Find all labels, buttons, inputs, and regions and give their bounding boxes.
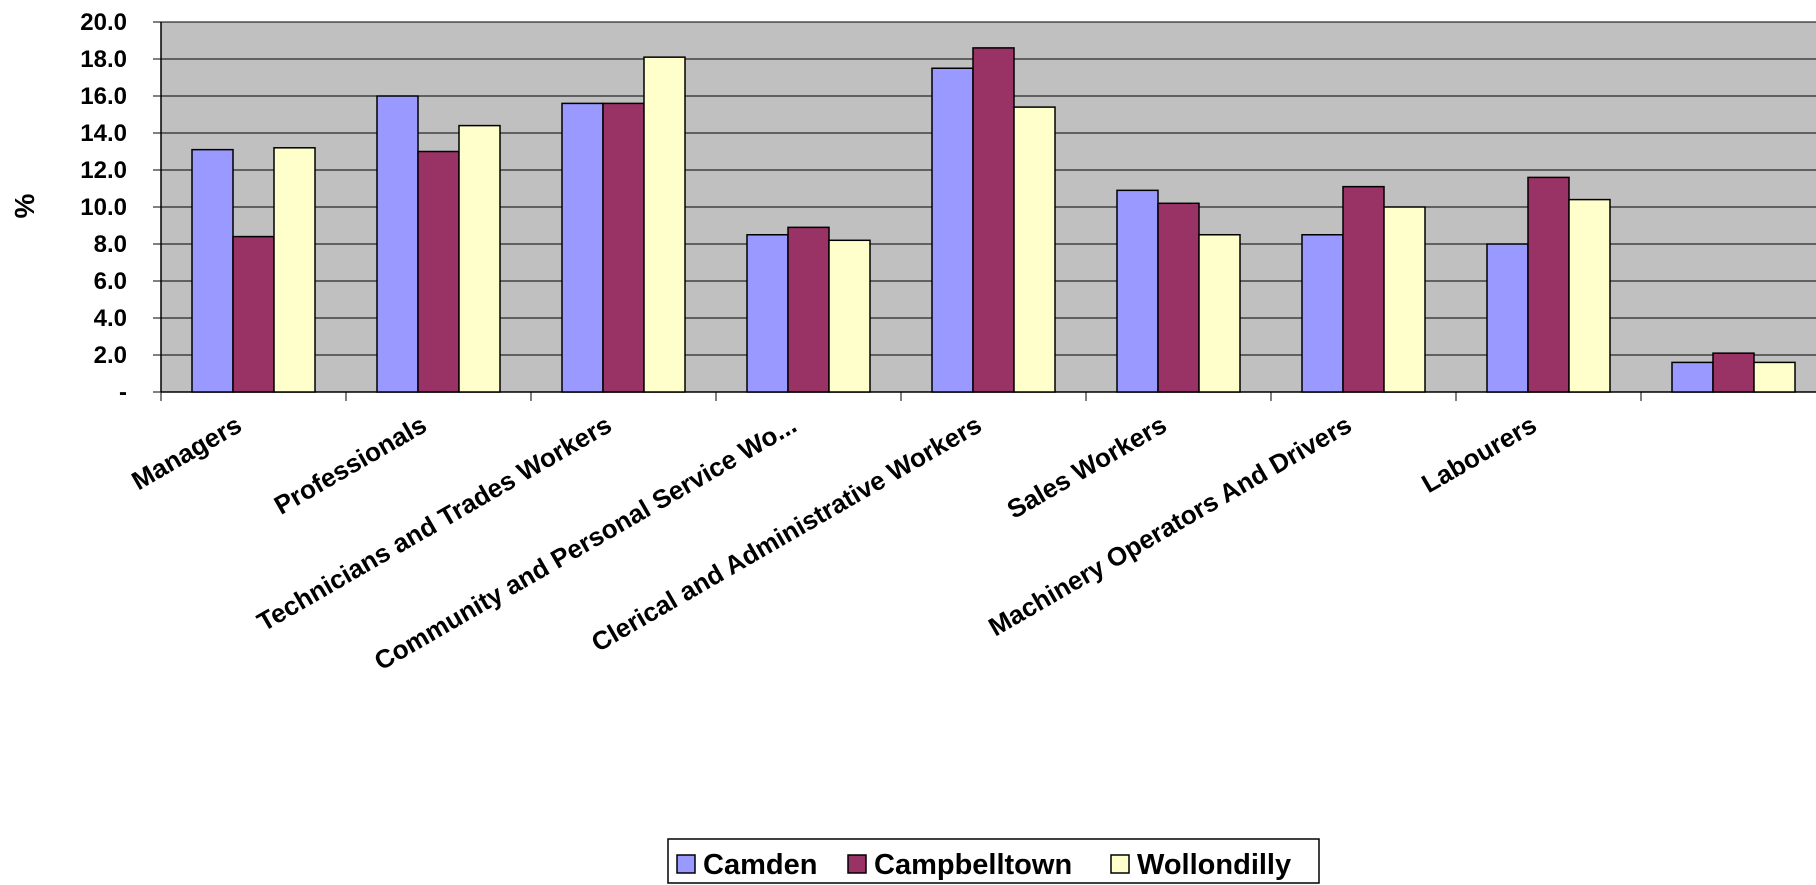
bar-wollondilly bbox=[273, 147, 316, 393]
y-tick-label: 8.0 bbox=[94, 231, 127, 258]
bar-wollondilly bbox=[828, 239, 871, 393]
bar-campbelltown bbox=[1157, 202, 1200, 393]
y-axis: - 2.0 4.0 6.0 8.0 10.0 12.0 14.0 16.0 18.0 20.0 bbox=[80, 9, 162, 406]
bar-wollondilly bbox=[1568, 198, 1611, 393]
bar-campbelltown bbox=[1342, 185, 1385, 393]
bar-campbelltown bbox=[232, 235, 275, 393]
y-tick-label: 16.0 bbox=[80, 83, 127, 110]
y-tick-label: 18.0 bbox=[80, 46, 127, 73]
x-category-label: Clerical and Administrative Workers bbox=[586, 409, 986, 658]
bar-camden bbox=[1116, 189, 1159, 393]
bar-camden bbox=[1486, 243, 1529, 393]
legend-label-camden: Camden bbox=[703, 849, 817, 881]
bar-campbelltown bbox=[417, 150, 460, 393]
bars bbox=[191, 47, 1796, 393]
x-category-label: Managers bbox=[126, 409, 246, 496]
bar-campbelltown bbox=[787, 226, 830, 393]
bar-camden bbox=[1671, 361, 1714, 393]
bar-wollondilly bbox=[1753, 361, 1796, 393]
bar-wollondilly bbox=[458, 124, 501, 393]
y-tick-label: 4.0 bbox=[94, 305, 127, 332]
bar-campbelltown bbox=[1712, 352, 1755, 393]
y-tick-label: 12.0 bbox=[80, 157, 127, 184]
y-tick-label: 20.0 bbox=[80, 9, 127, 36]
bar-camden bbox=[746, 234, 789, 393]
y-tick-label: 2.0 bbox=[94, 342, 127, 369]
x-category-label: Professionals bbox=[269, 409, 432, 520]
y-tick-label: 10.0 bbox=[80, 194, 127, 221]
bar-camden bbox=[376, 95, 419, 393]
bar-camden bbox=[561, 102, 604, 393]
x-category-label: Machinery Operators And Drivers bbox=[983, 409, 1356, 642]
legend: Camden Campbelltown Wollondilly bbox=[667, 838, 1320, 884]
bar-camden bbox=[931, 67, 974, 393]
legend-swatch-camden bbox=[676, 854, 696, 874]
bar-campbelltown bbox=[972, 47, 1015, 393]
y-tick-label: 14.0 bbox=[80, 120, 127, 147]
x-category-label: Technicians and Trades Workers bbox=[252, 409, 617, 637]
bar-campbelltown bbox=[602, 102, 645, 393]
bar-camden bbox=[1301, 234, 1344, 393]
bar-wollondilly bbox=[1013, 106, 1056, 393]
bar-camden bbox=[191, 148, 234, 393]
y-tick-label: 6.0 bbox=[94, 268, 127, 295]
y-tick-label: - bbox=[119, 379, 127, 406]
x-category-label: Labourers bbox=[1416, 409, 1541, 499]
bar-campbelltown bbox=[1527, 176, 1570, 393]
legend-label-wollondilly: Wollondilly bbox=[1137, 849, 1291, 881]
legend-box bbox=[667, 838, 1320, 884]
legend-swatch-wollondilly bbox=[1110, 854, 1130, 874]
bar-wollondilly bbox=[1383, 206, 1426, 393]
legend-label-campbelltown: Campbelltown bbox=[874, 849, 1072, 881]
x-category-label: Sales Workers bbox=[1002, 409, 1172, 524]
legend-swatch-campbelltown bbox=[847, 854, 867, 874]
bar-wollondilly bbox=[643, 56, 686, 393]
bar-wollondilly bbox=[1198, 234, 1241, 393]
y-axis-label: % bbox=[9, 193, 40, 218]
